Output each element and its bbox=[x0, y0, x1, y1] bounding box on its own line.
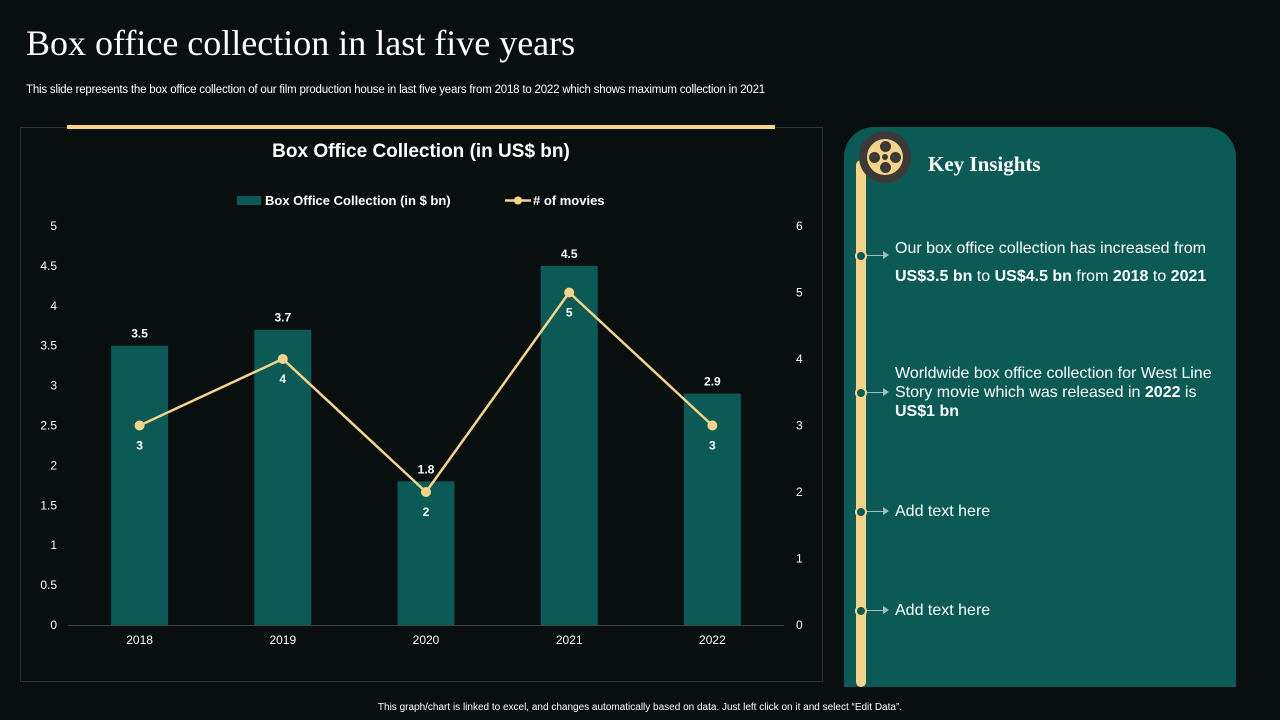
arrow-right-icon bbox=[867, 388, 889, 396]
bar bbox=[683, 393, 741, 625]
insight-item-2: Worldwide box office collection for West… bbox=[895, 365, 1212, 420]
insights-rail bbox=[856, 160, 866, 687]
bullet-dot-icon bbox=[855, 605, 867, 617]
y-right-tick-label: 6 bbox=[796, 219, 803, 233]
line-point bbox=[421, 487, 431, 497]
chart-accent-bar bbox=[67, 125, 775, 129]
bullet-dot-icon bbox=[855, 250, 867, 262]
y-left-tick-label: 4 bbox=[50, 299, 57, 313]
x-tick-label: 2018 bbox=[126, 633, 153, 647]
bar bbox=[111, 345, 169, 625]
y-left-tick-label: 4.5 bbox=[40, 259, 57, 273]
arrow-right-icon bbox=[867, 251, 889, 259]
line-point bbox=[564, 287, 575, 298]
legend-label-bar: Box Office Collection (in $ bn) bbox=[265, 193, 451, 208]
y-right-tick-label: 3 bbox=[796, 419, 803, 433]
insight-item-4: Add text here bbox=[895, 602, 991, 619]
key-insights-title: Key Insights bbox=[928, 152, 1041, 176]
legend-marker-line bbox=[514, 196, 522, 205]
chart-title: Box Office Collection (in US$ bn) bbox=[272, 141, 570, 162]
page-title: Box office collection in last five years bbox=[26, 23, 576, 63]
bar-value-label: 3.7 bbox=[274, 311, 291, 325]
line-value-label: 5 bbox=[566, 306, 573, 320]
line-point bbox=[277, 354, 288, 364]
y-left-tick-label: 5 bbox=[50, 219, 57, 233]
bar bbox=[254, 329, 312, 625]
insight-item-3: Add text here bbox=[895, 503, 991, 520]
y-right-tick-label: 2 bbox=[796, 485, 803, 499]
y-left-tick-label: 3 bbox=[50, 379, 57, 393]
x-tick-label: 2021 bbox=[556, 633, 583, 647]
film-reel-icon bbox=[859, 131, 911, 183]
y-left-tick-label: 1 bbox=[50, 538, 57, 552]
legend-swatch-bar bbox=[237, 196, 261, 205]
y-right-tick-label: 5 bbox=[796, 286, 803, 300]
x-tick-label: 2020 bbox=[413, 633, 440, 647]
bar-value-label: 3.5 bbox=[131, 327, 148, 341]
y-left-tick-label: 3.5 bbox=[40, 339, 57, 353]
y-left-tick-label: 2 bbox=[50, 458, 57, 472]
box-office-chart: Box Office Collection (in US$ bn) Box Off… bbox=[40, 141, 803, 647]
y-left-tick-label: 0 bbox=[50, 618, 57, 632]
line-point bbox=[134, 420, 145, 431]
key-insights-panel bbox=[844, 127, 1236, 687]
y-left-tick-label: 0.5 bbox=[40, 578, 57, 592]
line-value-label: 3 bbox=[709, 439, 716, 453]
arrow-right-icon bbox=[867, 507, 889, 515]
y-right-tick-label: 4 bbox=[796, 352, 803, 366]
insight-item-1: Our box office collection has increased … bbox=[895, 240, 1207, 285]
bullet-dot-icon bbox=[855, 387, 867, 399]
line-value-label: 4 bbox=[279, 372, 286, 386]
bar-value-label: 4.5 bbox=[561, 247, 578, 261]
line-value-label: 2 bbox=[423, 505, 430, 519]
page-subtitle: This slide represents the box office col… bbox=[26, 84, 765, 96]
y-left-tick-label: 1.5 bbox=[40, 498, 57, 512]
bar-value-label: 2.9 bbox=[704, 375, 721, 389]
y-left-tick-label: 2.5 bbox=[40, 419, 57, 433]
bar bbox=[540, 265, 598, 625]
line-value-label: 3 bbox=[136, 439, 143, 453]
bar-value-label: 1.8 bbox=[418, 462, 435, 476]
y-right-tick-label: 0 bbox=[796, 618, 803, 632]
footer-note: This graph/chart is linked to excel, and… bbox=[377, 702, 903, 713]
x-tick-label: 2019 bbox=[269, 633, 296, 647]
x-tick-label: 2022 bbox=[699, 633, 726, 647]
legend-label-line: # of movies bbox=[533, 193, 605, 208]
y-right-tick-label: 1 bbox=[796, 552, 803, 566]
line-point bbox=[707, 420, 718, 431]
bar bbox=[397, 481, 455, 625]
bullet-dot-icon bbox=[855, 506, 867, 518]
arrow-right-icon bbox=[867, 606, 889, 614]
